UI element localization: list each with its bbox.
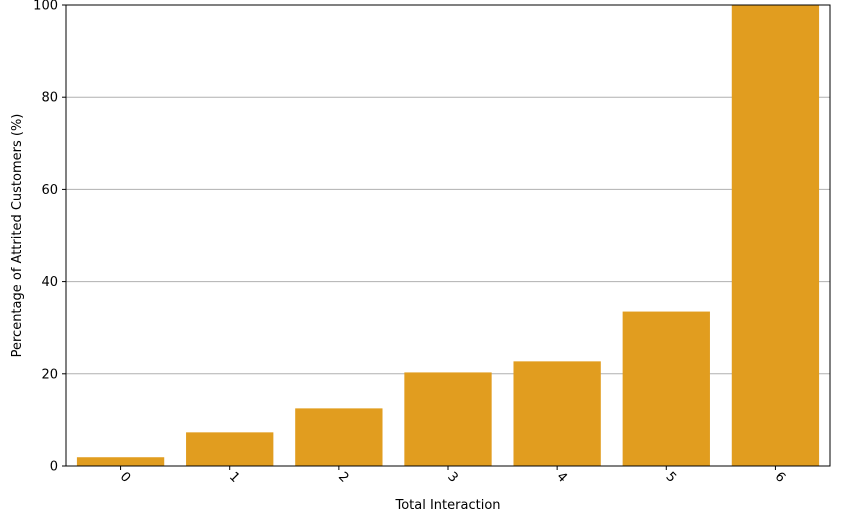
y-axis-label: Percentage of Attrited Customers (%) bbox=[10, 114, 25, 358]
y-axis-ticks: 0 20 40 60 80 100 bbox=[33, 0, 66, 475]
bar-1 bbox=[186, 432, 274, 466]
y-tick-label: 60 bbox=[41, 183, 58, 198]
bar-5 bbox=[622, 311, 710, 466]
y-tick-label: 80 bbox=[41, 91, 58, 106]
bars bbox=[76, 5, 820, 466]
bar-6 bbox=[731, 5, 820, 466]
y-tick-label: 0 bbox=[50, 460, 58, 475]
x-tick-label: 1 bbox=[226, 469, 242, 485]
y-tick-label: 100 bbox=[33, 0, 58, 14]
bar-3 bbox=[404, 372, 492, 466]
y-tick-label: 20 bbox=[41, 367, 58, 382]
bar-4 bbox=[513, 361, 601, 466]
x-tick-label: 0 bbox=[117, 469, 133, 485]
bar-2 bbox=[295, 408, 383, 466]
x-tick-label: 6 bbox=[772, 469, 788, 485]
y-tick-label: 40 bbox=[41, 275, 58, 290]
x-tick-label: 5 bbox=[663, 469, 679, 485]
bar-0 bbox=[76, 457, 165, 466]
x-axis-label: Total Interaction bbox=[394, 498, 500, 513]
x-tick-label: 3 bbox=[444, 469, 460, 485]
x-tick-label: 4 bbox=[553, 469, 569, 485]
x-tick-label: 2 bbox=[335, 469, 351, 485]
x-axis-ticks: 0 1 2 3 4 5 6 bbox=[117, 466, 788, 486]
